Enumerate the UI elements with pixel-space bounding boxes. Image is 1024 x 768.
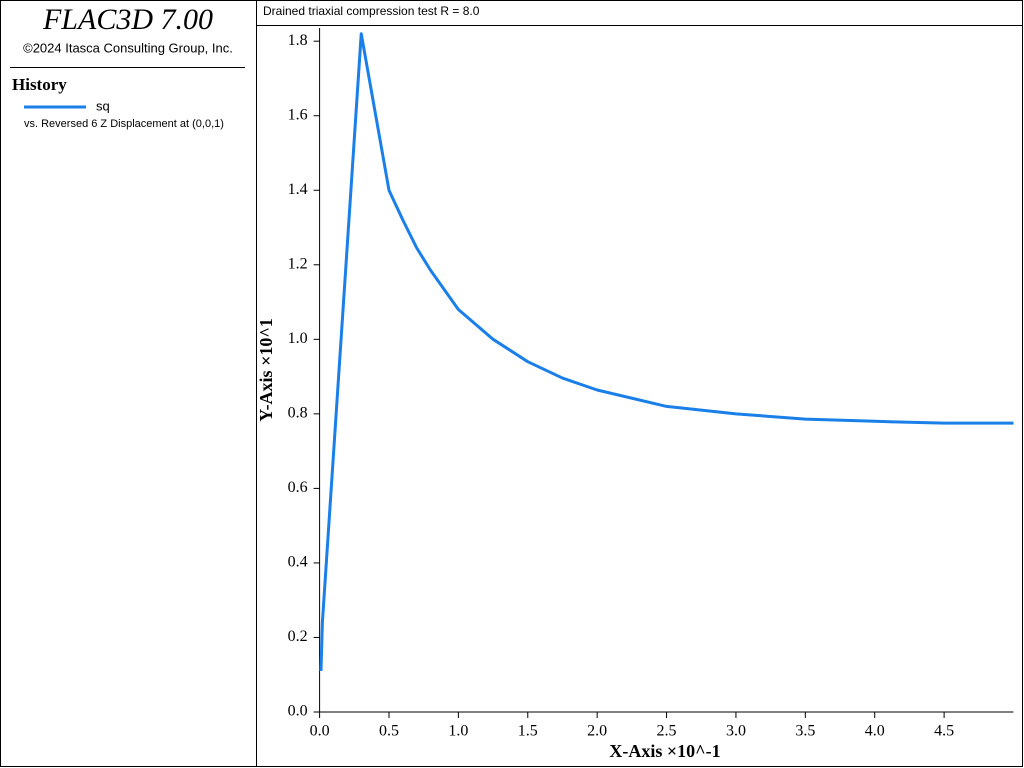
x-tick-label: 4.5 (934, 723, 954, 740)
y-tick-label: 1.8 (288, 32, 308, 49)
y-tick-label: 0.4 (288, 554, 308, 571)
x-tick-label: 4.0 (865, 723, 885, 740)
x-tick-label: 0.0 (310, 723, 330, 740)
chart-title: Drained triaxial compression test R = 8.… (263, 4, 480, 18)
x-tick-label: 0.5 (379, 723, 399, 740)
y-tick-label: 1.6 (288, 106, 308, 123)
x-tick-label: 3.5 (795, 723, 815, 740)
y-tick-label: 1.2 (288, 255, 308, 272)
app-title: FLAC3D 7.00 (42, 3, 213, 36)
chart-header (256, 0, 1023, 26)
x-tick-label: 2.0 (587, 723, 607, 740)
y-tick-label: 0.6 (288, 479, 308, 496)
x-tick-label: 1.5 (518, 723, 538, 740)
y-tick-label: 1.0 (288, 330, 308, 347)
x-axis-label: X-Axis ×10^-1 (609, 741, 720, 761)
copyright: ©2024 Itasca Consulting Group, Inc. (23, 40, 233, 55)
y-tick-label: 0.2 (288, 628, 308, 645)
x-tick-label: 3.0 (726, 723, 746, 740)
y-tick-label: 0.0 (288, 703, 308, 720)
x-tick-label: 2.5 (657, 723, 677, 740)
y-tick-label: 1.4 (288, 181, 308, 198)
legend-caption: vs. Reversed 6 Z Displacement at (0,0,1) (24, 118, 224, 130)
legend-label: sq (96, 98, 110, 113)
y-tick-label: 0.8 (288, 405, 308, 422)
history-heading: History (12, 75, 67, 94)
x-tick-label: 1.0 (448, 723, 468, 740)
y-axis-label: Y-Axis ×10^1 (256, 318, 276, 422)
data-line (319, 32, 1014, 672)
